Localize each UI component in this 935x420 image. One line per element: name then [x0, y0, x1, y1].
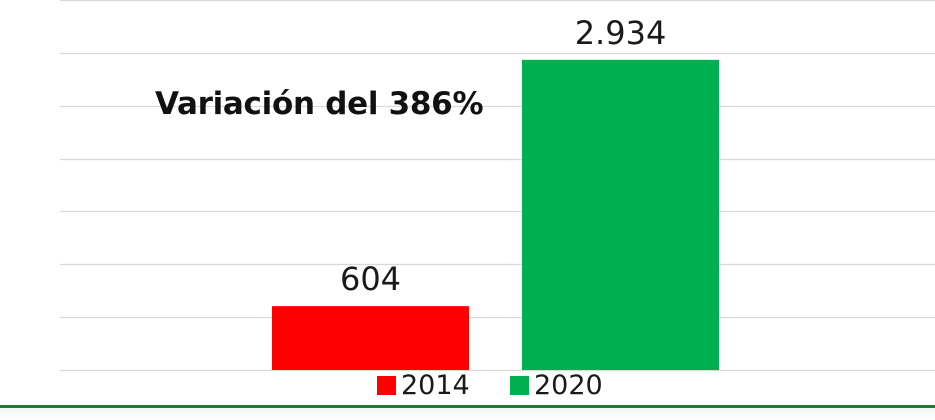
legend-swatch-2020 [510, 375, 529, 395]
bottom-accent-rule [0, 405, 935, 408]
bar-2020 [522, 59, 719, 370]
data-label-2020: 2.934 [575, 14, 667, 52]
legend-item-2020: 2020 [510, 369, 603, 401]
legend-label-2014: 2014 [401, 369, 470, 401]
data-label-2014: 604 [340, 260, 401, 298]
gridlines [60, 0, 935, 372]
legend-item-2014: 2014 [377, 369, 470, 401]
bar-2014 [272, 306, 469, 370]
chart-legend: 2014 2020 [0, 369, 935, 401]
variation-annotation: Variación del 386% [155, 86, 484, 122]
data-labels: 604 2.934 [340, 14, 666, 298]
bars [272, 59, 719, 370]
bottom-shadow-band [0, 408, 935, 420]
legend-swatch-2014 [377, 375, 396, 395]
legend-label-2020: 2020 [534, 369, 603, 401]
